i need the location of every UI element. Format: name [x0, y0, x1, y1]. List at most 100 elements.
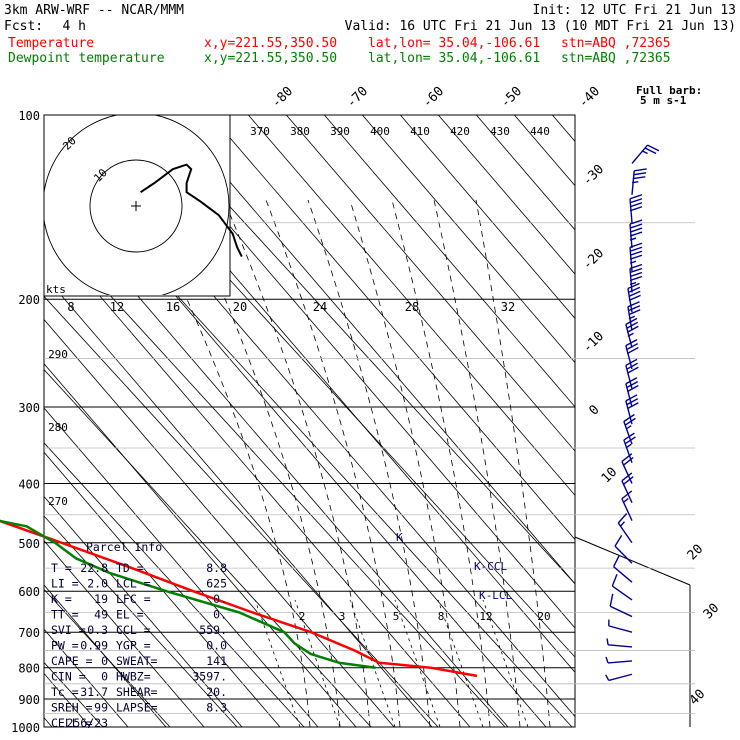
k-lcl-label: K-LCL	[479, 589, 512, 602]
wind-barb	[612, 555, 633, 583]
hodograph-speed-label: 20	[233, 300, 247, 314]
theta-labels: 370 380 390 400 410 420 430 440	[250, 125, 550, 138]
barb-full	[626, 381, 639, 389]
barb-full	[633, 172, 647, 176]
barb-full	[628, 290, 641, 298]
barb-half	[628, 315, 636, 320]
mixing-ratio-line	[254, 599, 301, 727]
barb-full	[629, 198, 643, 204]
barb-full	[626, 402, 639, 410]
barb-full	[625, 377, 638, 385]
barb-staff	[607, 660, 633, 664]
barb-staff	[614, 545, 633, 564]
dry-adiabat	[44, 230, 471, 727]
index-value: 22.8	[80, 561, 108, 575]
mixing-ratio-line	[294, 599, 341, 727]
parcel-info-panel: Parcel Info T = 22.8 TD = 8.8 LI = 2.0 LCL = 62…	[51, 540, 227, 730]
wind-barb	[629, 194, 643, 223]
mixing-ratio-label: 12	[479, 610, 492, 623]
theta-label: 390	[330, 125, 350, 138]
dry-adiabat	[247, 115, 575, 496]
theta-label: 440	[530, 125, 550, 138]
barb-full	[622, 476, 634, 486]
dry-adiabat	[361, 115, 575, 364]
wind-barb	[621, 472, 634, 503]
moist-adiabat	[433, 199, 521, 727]
barb-full	[624, 436, 636, 445]
dry-adiabat	[323, 115, 575, 408]
theta-label: 370	[250, 125, 270, 138]
index-value: 0	[101, 670, 108, 684]
dry-adiabat	[171, 115, 575, 585]
wind-barb	[625, 377, 639, 408]
pressure-label-400: 400	[18, 477, 40, 491]
moist-adiabat	[349, 199, 461, 727]
barb-full	[629, 194, 643, 200]
index-key: TT =	[51, 608, 79, 622]
init-time: Init: 12 UTC Fri 21 Jun 13	[533, 3, 737, 18]
dry-adiabat	[44, 363, 357, 727]
index-value: 8.8	[206, 561, 227, 575]
wind-barb	[629, 242, 643, 272]
index-key: SVI =	[51, 623, 86, 637]
dry-adiabat	[44, 451, 281, 727]
index-value: 8.3	[206, 701, 227, 715]
wind-barb	[617, 513, 633, 544]
theta-label: 400	[370, 125, 390, 138]
theta-label: 410	[410, 125, 430, 138]
theta-e-label: 270	[48, 495, 68, 508]
dry-adiabat	[209, 115, 575, 541]
wind-barb	[608, 619, 633, 633]
isotherm-label: -40	[576, 84, 603, 111]
barb-full	[629, 206, 643, 212]
wind-barb	[623, 413, 636, 445]
barb-full	[629, 223, 643, 229]
barb-full	[626, 346, 639, 355]
pressure-label-600: 600	[18, 585, 40, 599]
valid-time: Valid: 16 UTC Fri 21 Jun 13 (10 MDT Fri …	[345, 19, 736, 34]
barb-full	[629, 231, 643, 237]
mixing-ratio-label: 8	[438, 610, 445, 623]
barb-half	[605, 656, 609, 664]
hodograph-speed-label: 24	[313, 300, 327, 314]
isotherm-line	[44, 588, 171, 727]
sounding-traces	[0, 519, 478, 678]
pressure-label-800: 800	[18, 662, 40, 676]
barb-full	[609, 593, 614, 607]
isotherm-label: 10	[599, 465, 621, 487]
index-value: 19	[94, 592, 108, 606]
mixing-ratio-line	[437, 599, 484, 727]
mixing-ratio-label: 20	[537, 610, 550, 623]
isotherm-line	[145, 115, 575, 585]
barb-half	[619, 521, 625, 527]
barb-full	[622, 456, 634, 466]
wind-barb	[627, 282, 641, 313]
barb-full	[629, 227, 643, 233]
barb-full	[621, 453, 633, 463]
wind-barbs	[605, 144, 660, 682]
index-value: 559.	[199, 623, 227, 637]
wind-barb	[631, 144, 660, 164]
barb-half	[629, 260, 637, 264]
barb-half	[641, 150, 648, 155]
barb-full	[627, 282, 640, 290]
wind-barb	[629, 263, 643, 293]
theta-e-label: 280	[48, 421, 68, 434]
mixing-ratio-lines	[254, 599, 529, 727]
index-key: HWBZ=	[116, 670, 151, 684]
theta-label: 430	[490, 125, 510, 138]
index-key: Tc =	[51, 685, 79, 699]
barb-full	[629, 202, 643, 208]
barb-staff	[613, 566, 633, 583]
dry-adiabat	[44, 495, 243, 727]
index-key: SWEAT=	[116, 654, 158, 668]
wind-barb	[605, 673, 633, 682]
barb-staff	[609, 605, 633, 618]
dry-adiabat	[44, 186, 509, 727]
dewpoint-legend-latlon: lat,lon= 35.04,-106.61	[368, 51, 540, 66]
barb-full	[626, 398, 639, 406]
index-value: 31.7	[80, 685, 108, 699]
barb-half	[606, 638, 609, 645]
dry-adiabat	[285, 115, 575, 452]
